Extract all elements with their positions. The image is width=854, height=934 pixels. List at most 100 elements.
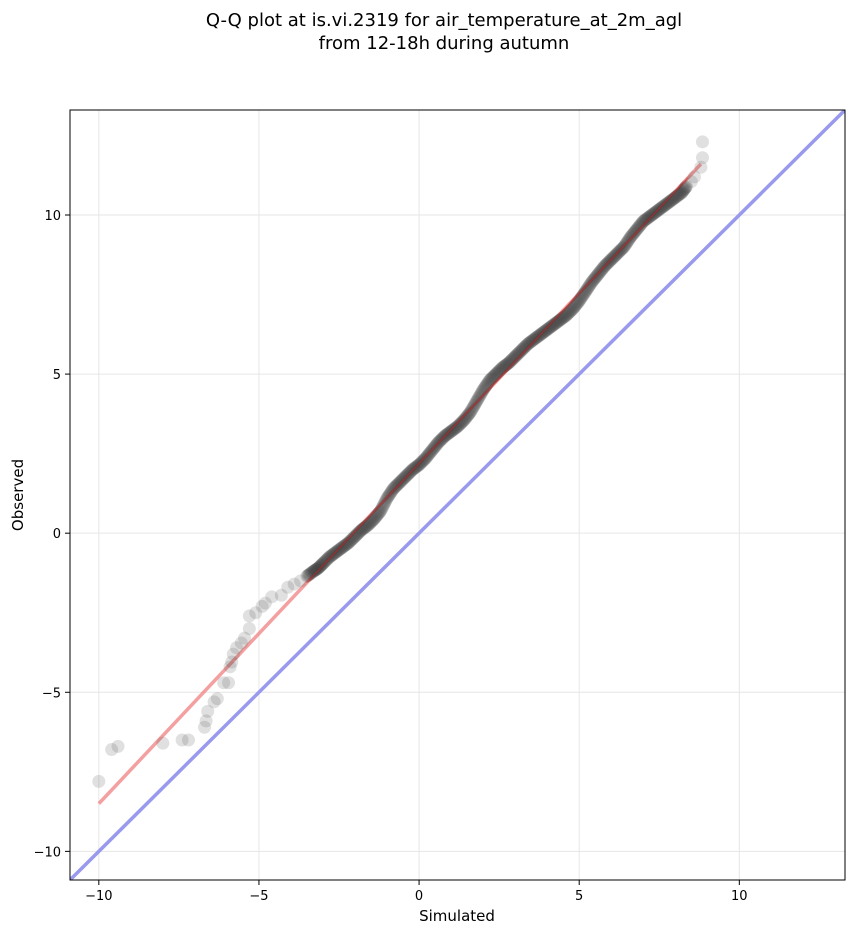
data-point bbox=[513, 345, 527, 359]
data-point bbox=[658, 198, 672, 212]
data-point bbox=[322, 550, 336, 564]
data-point bbox=[444, 424, 458, 438]
data-point bbox=[526, 333, 540, 347]
data-point bbox=[336, 540, 350, 554]
data-point bbox=[287, 577, 301, 591]
data-point bbox=[544, 320, 558, 334]
data-point bbox=[349, 529, 363, 543]
data-point bbox=[223, 660, 237, 674]
data-point bbox=[377, 498, 391, 512]
data-point bbox=[342, 535, 356, 549]
x-tick-label: 0 bbox=[415, 889, 423, 904]
plot-frame bbox=[69, 109, 846, 881]
data-point bbox=[337, 539, 351, 553]
data-point bbox=[319, 553, 333, 567]
data-point bbox=[308, 563, 322, 577]
x-tick-label: 5 bbox=[575, 889, 583, 904]
data-point bbox=[306, 565, 320, 579]
data-point bbox=[445, 424, 459, 438]
y-axis-ticks: −10 −5 0 5 10 bbox=[34, 209, 70, 860]
data-point bbox=[156, 736, 170, 750]
data-point bbox=[346, 531, 360, 545]
data-point bbox=[334, 542, 348, 556]
data-point bbox=[529, 331, 543, 345]
data-point bbox=[563, 305, 577, 319]
data-point bbox=[335, 541, 349, 554]
data-point bbox=[623, 231, 637, 245]
data-point bbox=[528, 331, 542, 345]
data-point bbox=[542, 321, 556, 335]
data-point bbox=[508, 350, 522, 364]
data-point bbox=[334, 541, 348, 555]
data-point bbox=[258, 596, 272, 610]
data-point bbox=[464, 404, 478, 418]
data-point bbox=[332, 543, 346, 557]
data-point bbox=[314, 558, 328, 572]
data-point bbox=[461, 408, 475, 422]
data-point bbox=[338, 538, 352, 552]
data-point bbox=[543, 321, 557, 335]
data-point bbox=[418, 452, 432, 466]
data-point bbox=[665, 193, 679, 207]
data-point bbox=[354, 524, 368, 538]
data-point bbox=[474, 387, 488, 401]
data-point bbox=[482, 375, 496, 389]
data-point bbox=[502, 356, 516, 370]
data-point bbox=[631, 220, 645, 234]
data-point bbox=[354, 523, 368, 537]
data-point bbox=[565, 303, 579, 317]
y-tick-label: 0 bbox=[53, 527, 61, 542]
data-point bbox=[559, 309, 573, 323]
data-point bbox=[687, 170, 701, 184]
data-point bbox=[547, 318, 561, 332]
data-point bbox=[463, 405, 477, 419]
data-point bbox=[375, 501, 389, 515]
data-point bbox=[459, 411, 473, 425]
data-point bbox=[570, 297, 584, 311]
data-point bbox=[352, 525, 366, 539]
data-point bbox=[627, 225, 641, 239]
data-point bbox=[308, 564, 322, 578]
data-point bbox=[549, 316, 563, 330]
data-point bbox=[315, 558, 329, 572]
data-point bbox=[414, 455, 428, 469]
data-point bbox=[255, 599, 269, 613]
data-point bbox=[632, 219, 646, 233]
data-point bbox=[476, 383, 490, 397]
data-point bbox=[664, 193, 678, 207]
data-point bbox=[518, 340, 532, 354]
data-point bbox=[512, 346, 526, 360]
data-point bbox=[338, 539, 352, 553]
data-point bbox=[456, 414, 470, 428]
data-point bbox=[311, 561, 325, 575]
data-point bbox=[322, 551, 336, 565]
data-point bbox=[318, 554, 332, 568]
data-point bbox=[307, 564, 321, 578]
data-point bbox=[344, 533, 358, 547]
data-point bbox=[666, 192, 680, 206]
data-point bbox=[175, 733, 189, 747]
data-point bbox=[414, 456, 428, 470]
data-point bbox=[567, 300, 581, 314]
data-point bbox=[386, 483, 400, 497]
data-point bbox=[506, 352, 520, 366]
data-point bbox=[378, 494, 392, 508]
data-point bbox=[523, 335, 537, 349]
data-point bbox=[394, 474, 408, 488]
x-tick-label: −10 bbox=[85, 889, 112, 904]
data-point bbox=[345, 533, 359, 547]
data-point bbox=[656, 199, 670, 213]
data-point bbox=[587, 273, 601, 287]
data-point bbox=[635, 215, 649, 229]
chart-title-line-2: from 12-18h during autumn bbox=[319, 33, 570, 54]
data-point bbox=[548, 317, 562, 331]
data-point bbox=[309, 563, 323, 577]
data-point bbox=[630, 222, 644, 236]
data-point bbox=[466, 401, 480, 415]
data-point bbox=[442, 426, 456, 440]
data-point bbox=[546, 318, 560, 332]
data-point bbox=[314, 559, 328, 573]
data-point bbox=[635, 216, 649, 230]
data-point bbox=[465, 402, 479, 416]
